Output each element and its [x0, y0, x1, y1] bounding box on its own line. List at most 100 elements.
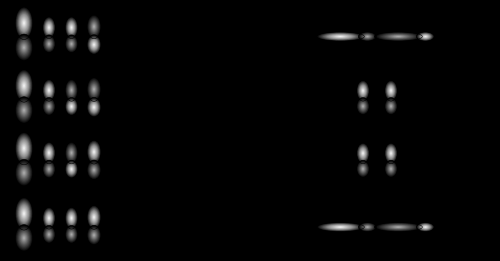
- Ellipse shape: [70, 233, 73, 236]
- Ellipse shape: [90, 165, 98, 175]
- Ellipse shape: [42, 79, 56, 101]
- Ellipse shape: [388, 102, 394, 110]
- Ellipse shape: [92, 149, 96, 155]
- Ellipse shape: [68, 229, 75, 239]
- Ellipse shape: [358, 99, 368, 113]
- Ellipse shape: [386, 82, 396, 99]
- Ellipse shape: [365, 35, 370, 38]
- Ellipse shape: [66, 143, 78, 163]
- Ellipse shape: [20, 232, 28, 245]
- Ellipse shape: [17, 10, 31, 36]
- Ellipse shape: [384, 224, 413, 230]
- Ellipse shape: [70, 88, 72, 92]
- Ellipse shape: [48, 43, 50, 45]
- Ellipse shape: [47, 41, 51, 46]
- Ellipse shape: [389, 87, 393, 94]
- Ellipse shape: [22, 235, 26, 241]
- Ellipse shape: [22, 81, 26, 90]
- Ellipse shape: [358, 222, 376, 232]
- Ellipse shape: [17, 37, 31, 58]
- Ellipse shape: [18, 163, 30, 183]
- Ellipse shape: [18, 13, 30, 33]
- Ellipse shape: [90, 230, 98, 240]
- Ellipse shape: [46, 148, 52, 158]
- Ellipse shape: [18, 101, 30, 119]
- Ellipse shape: [389, 150, 393, 156]
- Ellipse shape: [46, 149, 52, 157]
- Ellipse shape: [18, 76, 30, 96]
- Ellipse shape: [360, 165, 366, 173]
- Ellipse shape: [339, 36, 342, 37]
- Ellipse shape: [385, 34, 411, 39]
- Ellipse shape: [93, 168, 95, 171]
- Ellipse shape: [316, 32, 364, 41]
- Ellipse shape: [23, 84, 25, 87]
- Ellipse shape: [360, 223, 375, 231]
- Ellipse shape: [22, 234, 26, 242]
- Ellipse shape: [360, 149, 366, 158]
- Ellipse shape: [46, 229, 52, 239]
- Ellipse shape: [90, 145, 98, 159]
- Ellipse shape: [69, 149, 74, 157]
- Ellipse shape: [65, 142, 78, 164]
- Ellipse shape: [70, 150, 73, 155]
- Ellipse shape: [90, 20, 98, 33]
- Ellipse shape: [92, 168, 96, 172]
- Ellipse shape: [44, 145, 54, 161]
- Ellipse shape: [361, 167, 365, 171]
- Ellipse shape: [70, 104, 73, 110]
- Ellipse shape: [320, 223, 360, 231]
- Ellipse shape: [418, 33, 432, 40]
- Ellipse shape: [386, 145, 396, 161]
- Ellipse shape: [89, 209, 99, 226]
- Ellipse shape: [386, 84, 396, 98]
- Ellipse shape: [46, 165, 52, 173]
- Ellipse shape: [90, 40, 98, 50]
- Ellipse shape: [43, 227, 55, 242]
- Ellipse shape: [68, 229, 76, 240]
- Ellipse shape: [390, 226, 406, 229]
- Ellipse shape: [387, 147, 395, 160]
- Ellipse shape: [66, 161, 78, 177]
- Ellipse shape: [44, 210, 54, 227]
- Ellipse shape: [48, 88, 50, 92]
- Ellipse shape: [87, 78, 101, 101]
- Ellipse shape: [43, 226, 55, 243]
- Ellipse shape: [44, 83, 54, 98]
- Ellipse shape: [48, 89, 50, 91]
- Ellipse shape: [48, 43, 50, 45]
- Ellipse shape: [318, 223, 363, 232]
- Ellipse shape: [362, 88, 364, 93]
- Ellipse shape: [68, 23, 74, 32]
- Ellipse shape: [386, 225, 410, 229]
- Ellipse shape: [362, 224, 373, 230]
- Ellipse shape: [90, 102, 98, 112]
- Ellipse shape: [338, 227, 343, 228]
- Ellipse shape: [66, 210, 76, 227]
- Ellipse shape: [66, 99, 78, 115]
- Ellipse shape: [387, 164, 395, 174]
- Ellipse shape: [48, 234, 50, 235]
- Ellipse shape: [361, 103, 365, 109]
- Ellipse shape: [65, 98, 78, 116]
- Ellipse shape: [93, 215, 95, 219]
- Ellipse shape: [70, 168, 72, 171]
- Ellipse shape: [386, 146, 396, 160]
- Ellipse shape: [44, 163, 54, 175]
- Ellipse shape: [48, 216, 50, 221]
- Ellipse shape: [67, 100, 76, 113]
- Ellipse shape: [380, 33, 417, 40]
- Ellipse shape: [47, 232, 51, 237]
- Ellipse shape: [20, 78, 28, 94]
- Ellipse shape: [89, 229, 99, 242]
- Ellipse shape: [360, 102, 366, 111]
- Ellipse shape: [18, 229, 30, 247]
- Ellipse shape: [93, 234, 95, 237]
- Ellipse shape: [70, 105, 72, 108]
- Ellipse shape: [65, 160, 78, 178]
- Ellipse shape: [90, 230, 98, 241]
- Ellipse shape: [48, 27, 50, 28]
- Ellipse shape: [91, 103, 97, 112]
- Ellipse shape: [363, 225, 372, 229]
- Ellipse shape: [362, 168, 364, 170]
